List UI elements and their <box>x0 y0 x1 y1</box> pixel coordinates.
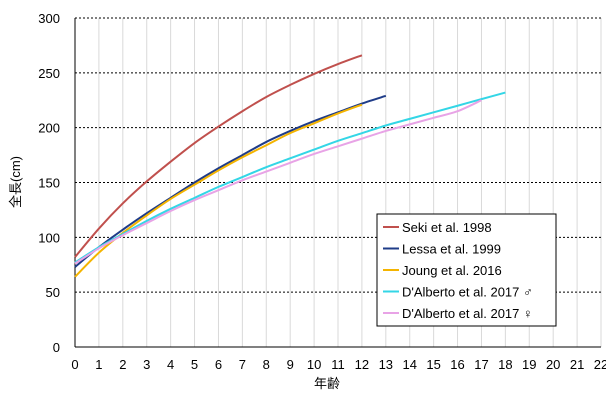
x-tick-label: 14 <box>402 357 416 372</box>
x-tick-label: 21 <box>570 357 584 372</box>
x-tick-label: 20 <box>546 357 560 372</box>
y-tick-label: 150 <box>38 176 60 191</box>
x-tick-label: 17 <box>474 357 488 372</box>
y-tick-label: 50 <box>46 285 60 300</box>
legend-box <box>376 213 557 327</box>
series-lines <box>74 54 506 278</box>
y-tick-label: 250 <box>38 66 60 81</box>
legend-label-3: Joung et al. 2016 <box>402 263 502 278</box>
x-tick-label: 2 <box>119 357 126 372</box>
axes <box>74 18 601 348</box>
legend-label-2: Lessa et al. 1999 <box>402 242 501 257</box>
legend-label-4: D'Alberto et al. 2017 ♂ <box>402 285 533 300</box>
x-tick-label: 15 <box>426 357 440 372</box>
legend: Seki et al. 1998 Lessa et al. 1999 Joung e… <box>376 213 557 327</box>
x-tick-label: 19 <box>522 357 536 372</box>
x-tick-label: 16 <box>450 357 464 372</box>
x-tick-label: 9 <box>287 357 294 372</box>
x-tick-labels: 0 1 2 3 4 5 6 7 8 9 10 11 12 13 14 15 16 17 18 19 20 21 22 <box>71 357 606 372</box>
legend-label-5: D'Alberto et al. 2017 ♀ <box>402 306 533 321</box>
y-tick-label: 100 <box>38 230 60 245</box>
x-axis-title: 年齢 <box>314 376 340 391</box>
x-tick-label: 4 <box>167 357 174 372</box>
series-line-4 <box>74 91 506 264</box>
series-line-2 <box>74 94 387 268</box>
legend-label-1: Seki et al. 1998 <box>402 220 492 235</box>
x-tick-label: 1 <box>95 357 102 372</box>
y-tick-label: 200 <box>38 121 60 136</box>
x-tick-label: 7 <box>239 357 246 372</box>
x-tick-label: 22 <box>594 357 606 372</box>
x-tick-label: 8 <box>263 357 270 372</box>
x-tick-label: 11 <box>331 357 345 372</box>
y-tick-label: 0 <box>53 340 60 355</box>
y-axis-title: 全長(cm) <box>8 156 23 208</box>
x-tick-label: 3 <box>143 357 150 372</box>
x-tick-label: 5 <box>191 357 198 372</box>
y-tick-label: 300 <box>38 11 60 26</box>
x-tick-label: 18 <box>498 357 512 372</box>
x-tick-label: 0 <box>71 357 78 372</box>
x-tick-label: 10 <box>307 357 321 372</box>
x-tick-label: 12 <box>355 357 369 372</box>
series-line-5 <box>74 99 482 265</box>
y-tick-labels: 0 50 100 150 200 250 300 <box>38 11 60 355</box>
x-tick-label: 13 <box>379 357 393 372</box>
x-tick-label: 6 <box>215 357 222 372</box>
series-line-1 <box>74 54 363 258</box>
